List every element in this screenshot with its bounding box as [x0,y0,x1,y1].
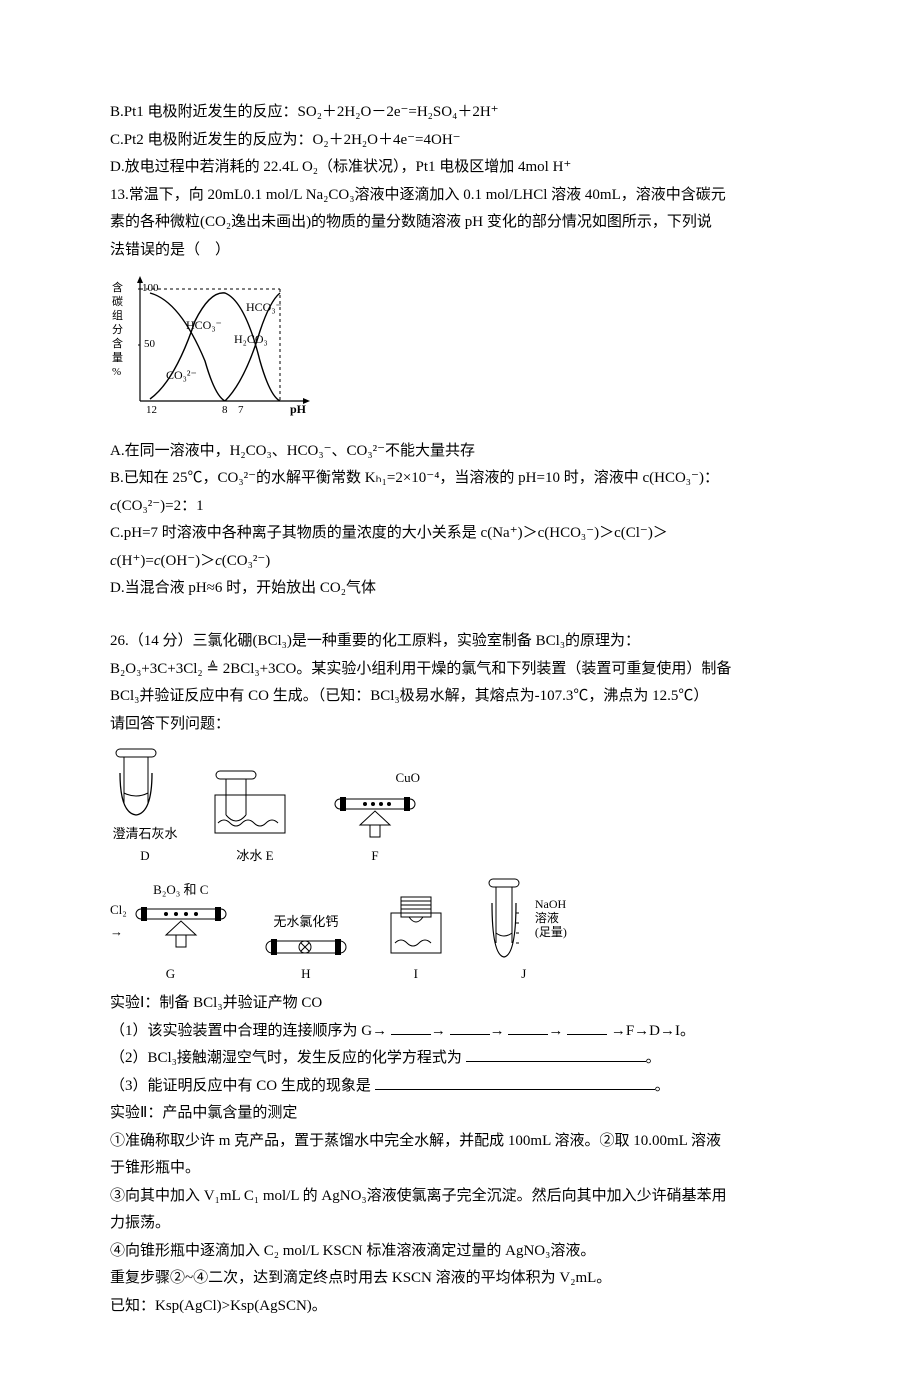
svg-text:组: 组 [112,308,123,322]
q26-s4: ④向锥形瓶中逐滴加入 C₂ mol/L KSCN 标准溶液滴定过量的 AgNO₃… [110,1239,810,1265]
q13-opt-a: A.在同一溶液中，H₂CO₃、HCO₃⁻、CO₃²⁻不能大量共存 [110,439,810,465]
svg-text:分: 分 [112,323,123,336]
h2co3-label: H₂CO₃ [234,332,268,346]
q13-chart: 含 碳 组 分 含 量 % 100 50 HCO₃⁻ HCO₃⁻ H₂CO₃ C… [110,271,810,431]
apparatus-F: CuO F [330,767,420,867]
apparatus-I: I [381,893,451,985]
svg-text:pH: pH [290,402,307,416]
svg-text:50: 50 [144,338,156,350]
apparatus-D: 澄清石灰水 D [110,743,180,867]
exp2-title: 实验Ⅱ：产品中氯含量的测定 [110,1101,810,1127]
q26-p1: （1）该实验装置中合理的连接顺序为 G→ → → → →F→D→I。 [110,1019,810,1045]
hco3-label: HCO₃⁻ [186,318,222,332]
q13-stem-a: 13.常温下，向 20mL0.1 mol/L Na₂CO₃溶液中逐滴加入 0.1… [110,183,810,209]
q13-opt-d: D.当混合液 pH≈6 时，开始放出 CO₂气体 [110,576,810,602]
q26-head: 26.（14 分）三氯化硼(BCl₃)是一种重要的化工原料，实验室制备 BCl₃… [110,629,810,655]
y-axis-label: 含 [112,280,123,294]
blank-1[interactable] [391,1019,431,1035]
q26-eq: B₂O₃+3C+3Cl₂ ≜ 2BCl₃+3CO。某实验小组利用干燥的氯气和下列… [110,657,810,683]
svg-text:100: 100 [142,282,159,294]
blank-eq[interactable] [466,1046,646,1062]
q13-opt-b: B.已知在 25℃，CO₃²⁻的水解平衡常数 Kₕ₁=2×10⁻⁴，当溶液的 p… [110,466,810,492]
option-d: D.放电过程中若消耗的 22.4L O₂（标准状况），Pt1 电极区增加 4mo… [110,155,810,181]
apparatus-H: 无水氯化钙 H [261,911,351,985]
blank-phenomenon[interactable] [375,1074,655,1090]
apparatus-E: 冰水 E [210,765,300,867]
svg-text:7: 7 [238,404,244,416]
option-c: C.Pt2 电极附近发生的反应为：O₂＋2H₂O＋4e⁻=4OH⁻ [110,128,810,154]
q26-eq3: 请回答下列问题： [110,712,810,738]
hco3-label2: HCO₃⁻ [246,300,282,314]
q13-stem-b: 素的各种微粒(CO₂逸出未画出)的物质的量分数随溶液 pH 变化的部分情况如图所… [110,210,810,236]
svg-text:量: 量 [112,351,123,364]
blank-4[interactable] [567,1019,607,1035]
co3-label: CO₃²⁻ [166,368,197,382]
apparatus-row-1: 澄清石灰水 D 冰水 E CuO F [110,743,810,867]
svg-text:12: 12 [146,404,157,416]
svg-text:含: 含 [112,336,123,350]
blank-3[interactable] [508,1019,548,1035]
apparatus-G: Cl₂→ B₂O₃ 和 C G [110,879,231,985]
exp1-title: 实验Ⅰ：制备 BCl₃并验证产物 CO [110,991,810,1017]
q26-s1: ①准确称取少许 m 克产品，置于蒸馏水中完全水解，并配成 100mL 溶液。②取… [110,1129,810,1155]
apparatus-J: NaOH 溶液 (足量) J [481,873,567,985]
q26-p2: （2）BCl₃接触潮湿空气时，发生反应的化学方程式为 。 [110,1046,810,1072]
option-b: B.Pt1 电极附近发生的反应：SO₂＋2H₂O－2e⁻=H₂SO₄＋2H⁺ [110,100,810,126]
svg-text:8: 8 [222,404,228,416]
q26-p3: （3）能证明反应中有 CO 生成的现象是 。 [110,1074,810,1100]
q26-eq2: BCl₃并验证反应中有 CO 生成。（已知：BCl₃极易水解，其熔点为-107.… [110,684,810,710]
apparatus-row-2: Cl₂→ B₂O₃ 和 C G 无水氯化钙 [110,873,810,985]
q26-s5: 重复步骤②~④二次，达到滴定终点时用去 KSCN 溶液的平均体积为 V₂mL。 [110,1266,810,1292]
svg-text:碳: 碳 [112,294,123,308]
q13-stem-c: 法错误的是（ ） [110,238,810,264]
svg-text:%: % [112,366,121,378]
q26-s6: 已知：Ksp(AgCl)>Ksp(AgSCN)。 [110,1294,810,1320]
q26-s3a: ③向其中加入 V₁mL C₁ mol/L 的 AgNO₃溶液使氯离子完全沉淀。然… [110,1184,810,1210]
q13-opt-c2: c(H⁺)=c(OH⁻)＞c(CO₃²⁻) [110,549,810,575]
q13-opt-c1: C.pH=7 时溶液中各种离子其物质的量浓度的大小关系是 c(Na⁺)＞c(HC… [110,521,810,547]
q26-s1b: 于锥形瓶中。 [110,1156,810,1182]
q26-s3b: 力振荡。 [110,1211,810,1237]
blank-2[interactable] [450,1019,490,1035]
q13-opt-b2: cc(CO₃²⁻)=2：1(CO₃²⁻)=2：1 [110,494,810,520]
